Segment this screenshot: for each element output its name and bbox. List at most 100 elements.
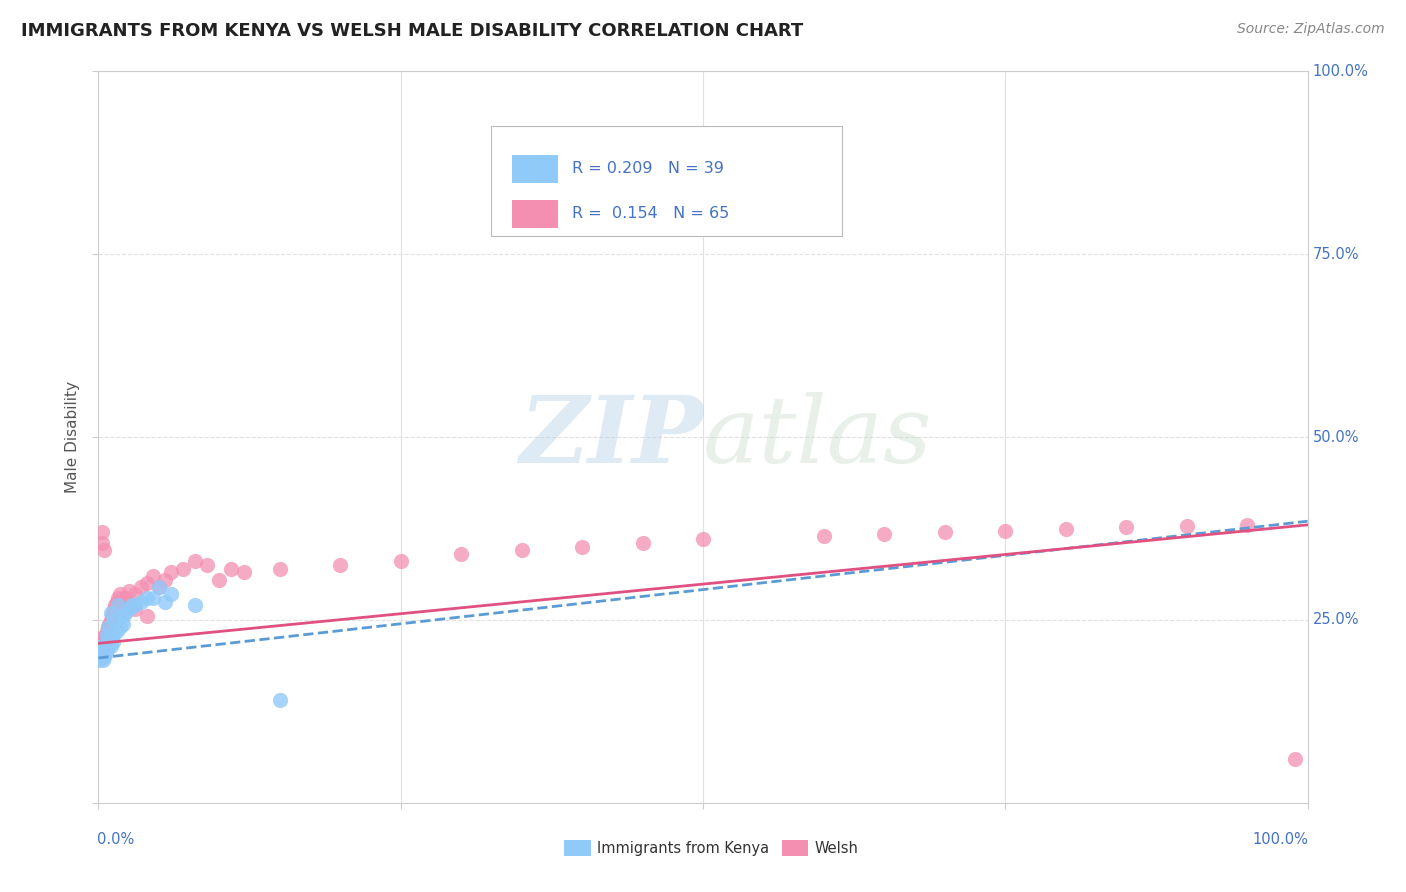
Point	[101, 627, 124, 641]
Point	[114, 591, 136, 605]
Point	[93, 649, 115, 664]
Point	[111, 602, 134, 616]
Point	[89, 653, 111, 667]
Text: R =  0.154   N = 65: R = 0.154 N = 65	[572, 206, 730, 221]
Point	[94, 639, 117, 653]
Point	[107, 591, 129, 605]
Point	[692, 533, 714, 547]
Point	[91, 639, 114, 653]
FancyBboxPatch shape	[492, 126, 842, 235]
Text: 50.0%: 50.0%	[1312, 430, 1360, 444]
Point	[108, 620, 131, 634]
Point	[91, 646, 114, 660]
Text: atlas: atlas	[703, 392, 932, 482]
Point	[873, 526, 896, 541]
Point	[153, 594, 176, 608]
Point	[100, 609, 122, 624]
Point	[100, 606, 122, 620]
Point	[129, 580, 152, 594]
Point	[96, 632, 118, 646]
Point	[135, 609, 157, 624]
Text: 100.0%: 100.0%	[1253, 832, 1309, 847]
Point	[124, 602, 146, 616]
Point	[103, 602, 125, 616]
Point	[90, 632, 112, 646]
Point	[91, 525, 114, 540]
Point	[97, 635, 120, 649]
Point	[571, 540, 593, 554]
Point	[91, 635, 114, 649]
Point	[172, 562, 194, 576]
Point	[142, 569, 165, 583]
Bar	[512, 200, 558, 227]
Point	[160, 587, 183, 601]
Bar	[782, 840, 808, 856]
Point	[221, 562, 243, 576]
Point	[94, 635, 117, 649]
Point	[94, 627, 117, 641]
Point	[111, 594, 134, 608]
Point	[631, 536, 654, 550]
Point	[100, 639, 122, 653]
Point	[91, 536, 114, 550]
Point	[111, 609, 134, 624]
Text: 25.0%: 25.0%	[1312, 613, 1360, 627]
Point	[108, 599, 131, 613]
Point	[184, 599, 207, 613]
Point	[90, 642, 112, 657]
Point	[105, 624, 128, 638]
Point	[124, 587, 146, 601]
Point	[93, 639, 115, 653]
Point	[118, 602, 141, 616]
Point	[148, 580, 170, 594]
Point	[114, 606, 136, 620]
Point	[124, 599, 146, 613]
Point	[184, 554, 207, 568]
Point	[129, 594, 152, 608]
Point	[97, 627, 120, 641]
Point	[1236, 517, 1258, 532]
Point	[160, 566, 183, 580]
Point	[1175, 518, 1198, 533]
Point	[94, 646, 117, 660]
Point	[118, 583, 141, 598]
Point	[90, 642, 112, 657]
Point	[98, 632, 121, 646]
Text: IMMIGRANTS FROM KENYA VS WELSH MALE DISABILITY CORRELATION CHART: IMMIGRANTS FROM KENYA VS WELSH MALE DISA…	[21, 22, 803, 40]
Point	[96, 642, 118, 657]
Point	[329, 558, 352, 573]
Point	[96, 627, 118, 641]
Point	[91, 653, 114, 667]
Point	[148, 580, 170, 594]
Point	[269, 693, 291, 707]
Point	[269, 562, 291, 576]
Point	[103, 613, 125, 627]
Point	[208, 573, 231, 587]
Point	[389, 554, 412, 568]
Point	[111, 616, 134, 631]
Point	[98, 616, 121, 631]
Bar	[564, 840, 591, 856]
Point	[510, 543, 533, 558]
Point	[105, 594, 128, 608]
Point	[91, 642, 114, 657]
Point	[101, 606, 124, 620]
Point	[994, 524, 1017, 538]
Point	[135, 576, 157, 591]
Point	[100, 632, 122, 646]
Point	[100, 613, 122, 627]
Point	[1284, 752, 1306, 766]
Text: R = 0.209   N = 39: R = 0.209 N = 39	[572, 161, 724, 177]
Point	[135, 591, 157, 605]
Point	[1054, 521, 1077, 535]
Point	[90, 649, 112, 664]
Point	[100, 620, 122, 634]
Text: 0.0%: 0.0%	[97, 832, 135, 847]
Point	[97, 620, 120, 634]
Point	[121, 599, 143, 613]
Point	[232, 566, 254, 580]
Point	[101, 635, 124, 649]
Point	[195, 558, 218, 573]
Text: Source: ZipAtlas.com: Source: ZipAtlas.com	[1237, 22, 1385, 37]
Point	[91, 639, 114, 653]
